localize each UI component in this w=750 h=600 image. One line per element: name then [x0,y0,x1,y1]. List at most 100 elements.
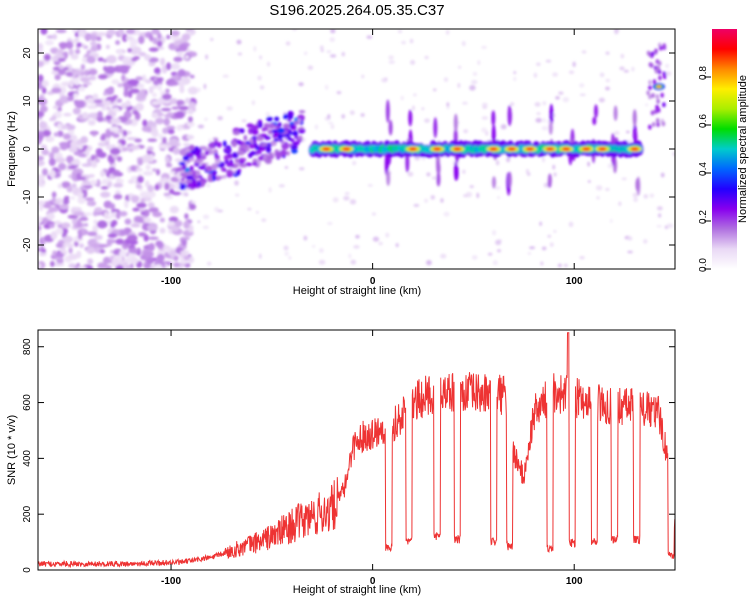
noise-speckle [88,68,98,76]
noise-speckle [222,74,229,78]
streak-blob [507,107,512,125]
noise-speckle [51,146,60,154]
noise-speckle [236,39,242,45]
noise-speckle [203,83,207,90]
noise-speckle [147,223,158,231]
noise-speckle [298,82,304,87]
noise-speckle [123,110,132,119]
noise-speckle [314,124,319,130]
noise-speckle [119,249,127,257]
secondary-blob [654,109,658,115]
noise-speckle [266,61,271,67]
noise-speckle [536,62,541,66]
noise-speckle [146,126,152,133]
noise-speckle [643,239,648,244]
band-blob [258,156,263,162]
secondary-blob [656,65,661,71]
noise-speckle [371,212,376,216]
noise-speckle [361,74,365,79]
colorbar-ticks: 0.0 0.2 0.4 0.6 0.8 [698,66,711,272]
noise-speckle [170,63,181,70]
noise-speckle [202,225,209,229]
band-blob [239,163,247,168]
noise-speckle [137,158,144,166]
noise-speckle [135,184,143,189]
noise-speckle [409,38,414,44]
band-blob [265,146,272,154]
noise-speckle [88,75,97,81]
noise-speckle [542,118,546,123]
noise-speckle [598,97,605,103]
noise-speckle [106,29,116,36]
noise-speckle [110,118,122,125]
noise-speckle [562,96,570,103]
noise-speckle [360,113,365,117]
band-blob [189,165,194,171]
noise-speckle [413,93,417,97]
noise-speckle [136,202,147,209]
noise-speckle [540,261,544,266]
noise-speckle [70,53,79,60]
noise-speckle [109,203,116,210]
band-blob [287,136,292,141]
noise-speckle [206,261,212,266]
noise-speckle [563,263,568,268]
noise-speckle [74,100,86,109]
noise-speckle [529,246,536,250]
noise-speckle [38,120,46,129]
noise-speckle [152,168,157,172]
noise-speckle [179,85,185,94]
secondary-blob [656,98,660,104]
noise-speckle [481,116,489,120]
noise-speckle [38,215,43,224]
noise-speckle [96,32,107,37]
noise-speckle [148,47,159,52]
streak-blob [385,99,390,123]
spectrogram-blobs [38,29,675,269]
noise-speckle [77,232,83,240]
noise-speckle [645,103,649,107]
noise-speckle [45,40,54,46]
snr-frame [37,329,676,571]
noise-speckle [446,106,450,110]
noise-speckle [68,247,73,254]
noise-speckle [166,62,172,71]
band-blob [247,123,252,128]
noise-speckle [55,227,64,235]
noise-speckle [102,178,112,183]
secondary-blob [652,79,657,85]
noise-speckle [159,217,166,223]
noise-speckle [142,209,150,218]
noise-speckle [97,141,107,147]
noise-speckle [237,52,243,56]
noise-speckle [155,168,161,176]
noise-speckle [303,235,308,241]
noise-speckle [424,198,429,203]
band-blob [199,145,207,150]
noise-speckle [54,200,62,205]
noise-speckle [631,66,635,72]
noise-speckle [148,242,155,252]
noise-speckle [138,35,145,45]
noise-speckle [171,106,180,110]
noise-speckle [115,238,125,245]
noise-speckle [107,233,118,238]
noise-speckle [534,102,541,107]
noise-speckle [172,147,180,155]
streak-blob [635,178,640,192]
band-blob [258,145,263,152]
noise-speckle [106,55,117,64]
snr-axis-ticks: -100 0 100 0 200 400 600 800 [22,330,675,587]
noise-speckle [42,129,52,137]
noise-speckle [58,163,67,171]
noise-speckle [111,107,120,113]
y-tick-label: 20 [22,47,33,59]
noise-speckle [412,105,415,111]
noise-speckle [105,114,112,121]
band-blob [288,114,294,120]
noise-speckle [173,262,181,268]
noise-speckle [372,236,380,242]
band-blob [275,151,283,158]
band-blob [298,135,303,141]
